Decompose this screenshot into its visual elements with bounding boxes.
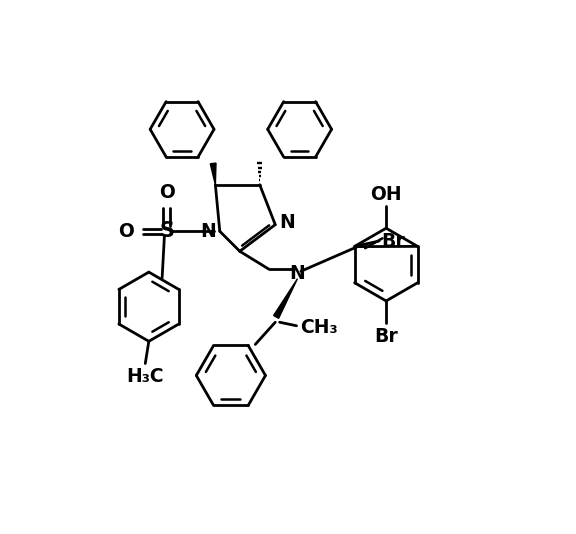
Polygon shape xyxy=(210,163,216,185)
Text: N: N xyxy=(200,222,216,241)
Text: H₃C: H₃C xyxy=(127,367,164,386)
Text: N: N xyxy=(290,264,305,283)
Text: N: N xyxy=(279,213,294,232)
Text: OH: OH xyxy=(370,185,402,204)
Text: Br: Br xyxy=(381,232,405,250)
Text: CH₃: CH₃ xyxy=(300,318,338,337)
Polygon shape xyxy=(274,279,297,318)
Text: O: O xyxy=(118,222,134,241)
Text: Br: Br xyxy=(374,327,398,345)
Text: S: S xyxy=(159,221,174,241)
Text: O: O xyxy=(158,184,175,202)
